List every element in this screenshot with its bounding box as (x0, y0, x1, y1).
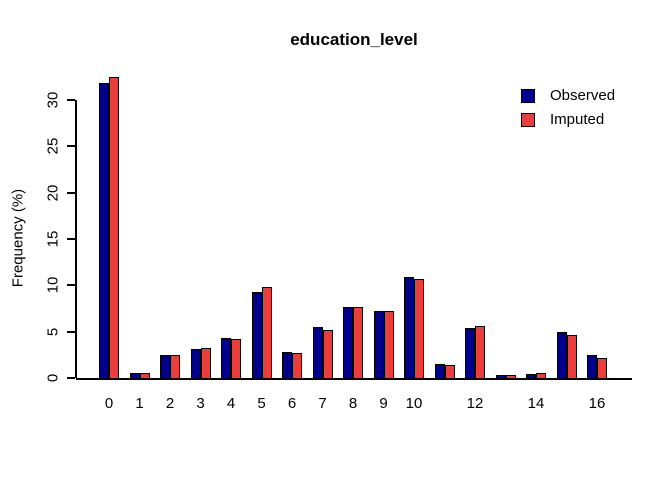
bar-group-0 (99, 77, 119, 378)
y-tick-15 (67, 237, 75, 240)
bar-group-15 (556, 332, 577, 378)
bar-group-5 (251, 287, 272, 378)
bar-observed-8 (343, 307, 353, 378)
y-tick-label-10: 10 (44, 276, 62, 294)
bar-imputed-8 (353, 307, 363, 378)
bar-observed-3 (190, 349, 201, 378)
bar-imputed-2 (170, 355, 180, 378)
bar-observed-5 (251, 292, 262, 378)
legend-label-observed: Observed (550, 87, 616, 104)
bar-imputed-6 (292, 353, 302, 378)
bar-group-13 (495, 375, 516, 378)
bar-observed-13 (495, 375, 506, 378)
bar-observed-7 (312, 327, 323, 378)
legend-item-imputed: Imputed (521, 109, 615, 130)
x-tick-label-10: 10 (405, 395, 423, 412)
legend-swatch-observed (521, 88, 535, 103)
bar-imputed-1 (139, 373, 150, 378)
plot-area (76, 72, 632, 380)
x-tick-label-8: 8 (348, 395, 358, 412)
bar-group-9 (373, 311, 394, 378)
bar-group-6 (282, 352, 302, 378)
y-tick-label-30: 30 (44, 91, 62, 109)
y-tick-label-15: 15 (44, 230, 62, 248)
x-tick-label-0: 0 (104, 395, 114, 412)
bar-observed-2 (160, 355, 170, 378)
y-tick-10 (67, 284, 75, 287)
bar-observed-16 (587, 355, 597, 378)
y-tick-label-0: 0 (44, 373, 62, 383)
x-tick-label-4: 4 (226, 395, 236, 412)
bar-imputed-9 (383, 311, 394, 378)
bar-group-1 (129, 373, 150, 378)
bar-observed-10 (404, 277, 414, 378)
y-tick-0 (67, 377, 75, 379)
x-tick-label-9: 9 (379, 395, 388, 412)
bar-group-4 (221, 338, 241, 378)
y-tick-25 (67, 145, 75, 148)
y-tick-30 (67, 98, 75, 101)
bar-observed-1 (129, 373, 140, 378)
bar-group-10 (404, 277, 424, 378)
bar-group-2 (160, 355, 180, 378)
x-tick-label-2: 2 (165, 395, 175, 412)
chart-title: education_level (290, 30, 418, 49)
y-tick-5 (67, 330, 75, 333)
bar-group-11 (434, 364, 455, 378)
bar-group-14 (526, 373, 546, 378)
y-tick-label-25: 25 (44, 137, 62, 155)
legend-label-imputed: Imputed (550, 111, 605, 128)
bar-imputed-16 (597, 358, 607, 378)
bar-group-7 (312, 327, 333, 378)
y-axis-line (75, 100, 77, 378)
bar-observed-14 (526, 374, 536, 378)
bar-observed-15 (556, 332, 567, 378)
x-tick-label-3: 3 (196, 395, 205, 412)
bar-imputed-0 (109, 77, 119, 378)
bar-observed-6 (282, 352, 292, 378)
bar-observed-11 (434, 364, 445, 378)
legend-item-observed: Observed (521, 85, 615, 106)
bar-group-16 (587, 355, 607, 378)
legend: Observed Imputed (521, 85, 615, 130)
x-tick-label-7: 7 (318, 395, 327, 412)
x-tick-label-6: 6 (287, 395, 297, 412)
legend-swatch-imputed (521, 112, 535, 127)
bar-imputed-11 (444, 365, 455, 378)
bar-imputed-15 (566, 335, 577, 378)
bar-imputed-14 (536, 373, 546, 378)
bar-imputed-13 (505, 375, 516, 378)
y-tick-20 (67, 191, 75, 194)
x-tick-label-5: 5 (257, 395, 266, 412)
bar-imputed-7 (322, 330, 333, 378)
y-tick-label-5: 5 (44, 327, 62, 336)
bar-observed-12 (465, 328, 475, 378)
x-tick-label-16: 16 (588, 395, 606, 412)
bar-imputed-5 (261, 287, 272, 378)
bar-group-8 (343, 307, 363, 378)
y-tick-label-20: 20 (44, 184, 62, 201)
bar-observed-9 (373, 311, 384, 378)
bar-group-12 (465, 326, 485, 378)
bar-observed-0 (99, 83, 109, 378)
bar-observed-4 (221, 338, 231, 378)
bar-imputed-3 (200, 348, 211, 378)
bar-imputed-12 (475, 326, 485, 378)
x-tick-label-12: 12 (466, 395, 484, 412)
y-axis-label: Frequency (%) (9, 188, 27, 288)
bar-imputed-10 (414, 279, 424, 378)
bar-group-3 (190, 348, 211, 378)
x-tick-label-1: 1 (135, 395, 144, 412)
bar-imputed-4 (231, 339, 241, 378)
x-tick-label-14: 14 (527, 395, 545, 412)
